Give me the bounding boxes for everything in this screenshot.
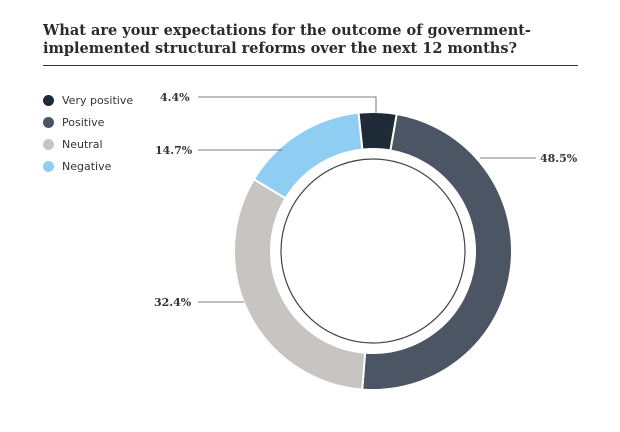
slice-neutral (233, 177, 367, 391)
legend-item-positive: Positive (43, 111, 133, 133)
legend-label-very-positive: Very positive (62, 93, 134, 107)
legend-marker-positive (43, 116, 54, 128)
inner-ring (280, 158, 466, 344)
slice-positive (361, 112, 513, 391)
legend-item-negative: Negative (43, 155, 133, 177)
legend-marker-negative (43, 160, 54, 172)
value-label-negative: 14.7% (155, 144, 193, 157)
leader-very-positive (198, 96, 377, 113)
value-label-positive: 48.5% (540, 152, 578, 165)
legend-marker-very-positive (43, 94, 54, 106)
legend-label-neutral: Neutral (62, 137, 103, 151)
legend-item-neutral: Neutral (43, 133, 133, 155)
legend-label-negative: Negative (62, 159, 112, 173)
value-label-very-positive: 4.4% (160, 91, 190, 104)
label-leaders (198, 96, 536, 303)
legend-label-positive: Positive (62, 115, 105, 129)
value-labels: 4.4% 48.5% 14.7% 32.4% (154, 91, 578, 309)
chart-title: What are your expectations for the outco… (43, 22, 531, 57)
value-label-neutral: 32.4% (154, 296, 192, 309)
title-divider (43, 65, 578, 66)
legend: Very positive Positive Neutral Negative (43, 89, 133, 177)
legend-item-very-positive: Very positive (43, 89, 133, 111)
donut-slices (233, 111, 513, 391)
legend-marker-neutral (43, 138, 54, 150)
slice-negative (252, 111, 364, 200)
